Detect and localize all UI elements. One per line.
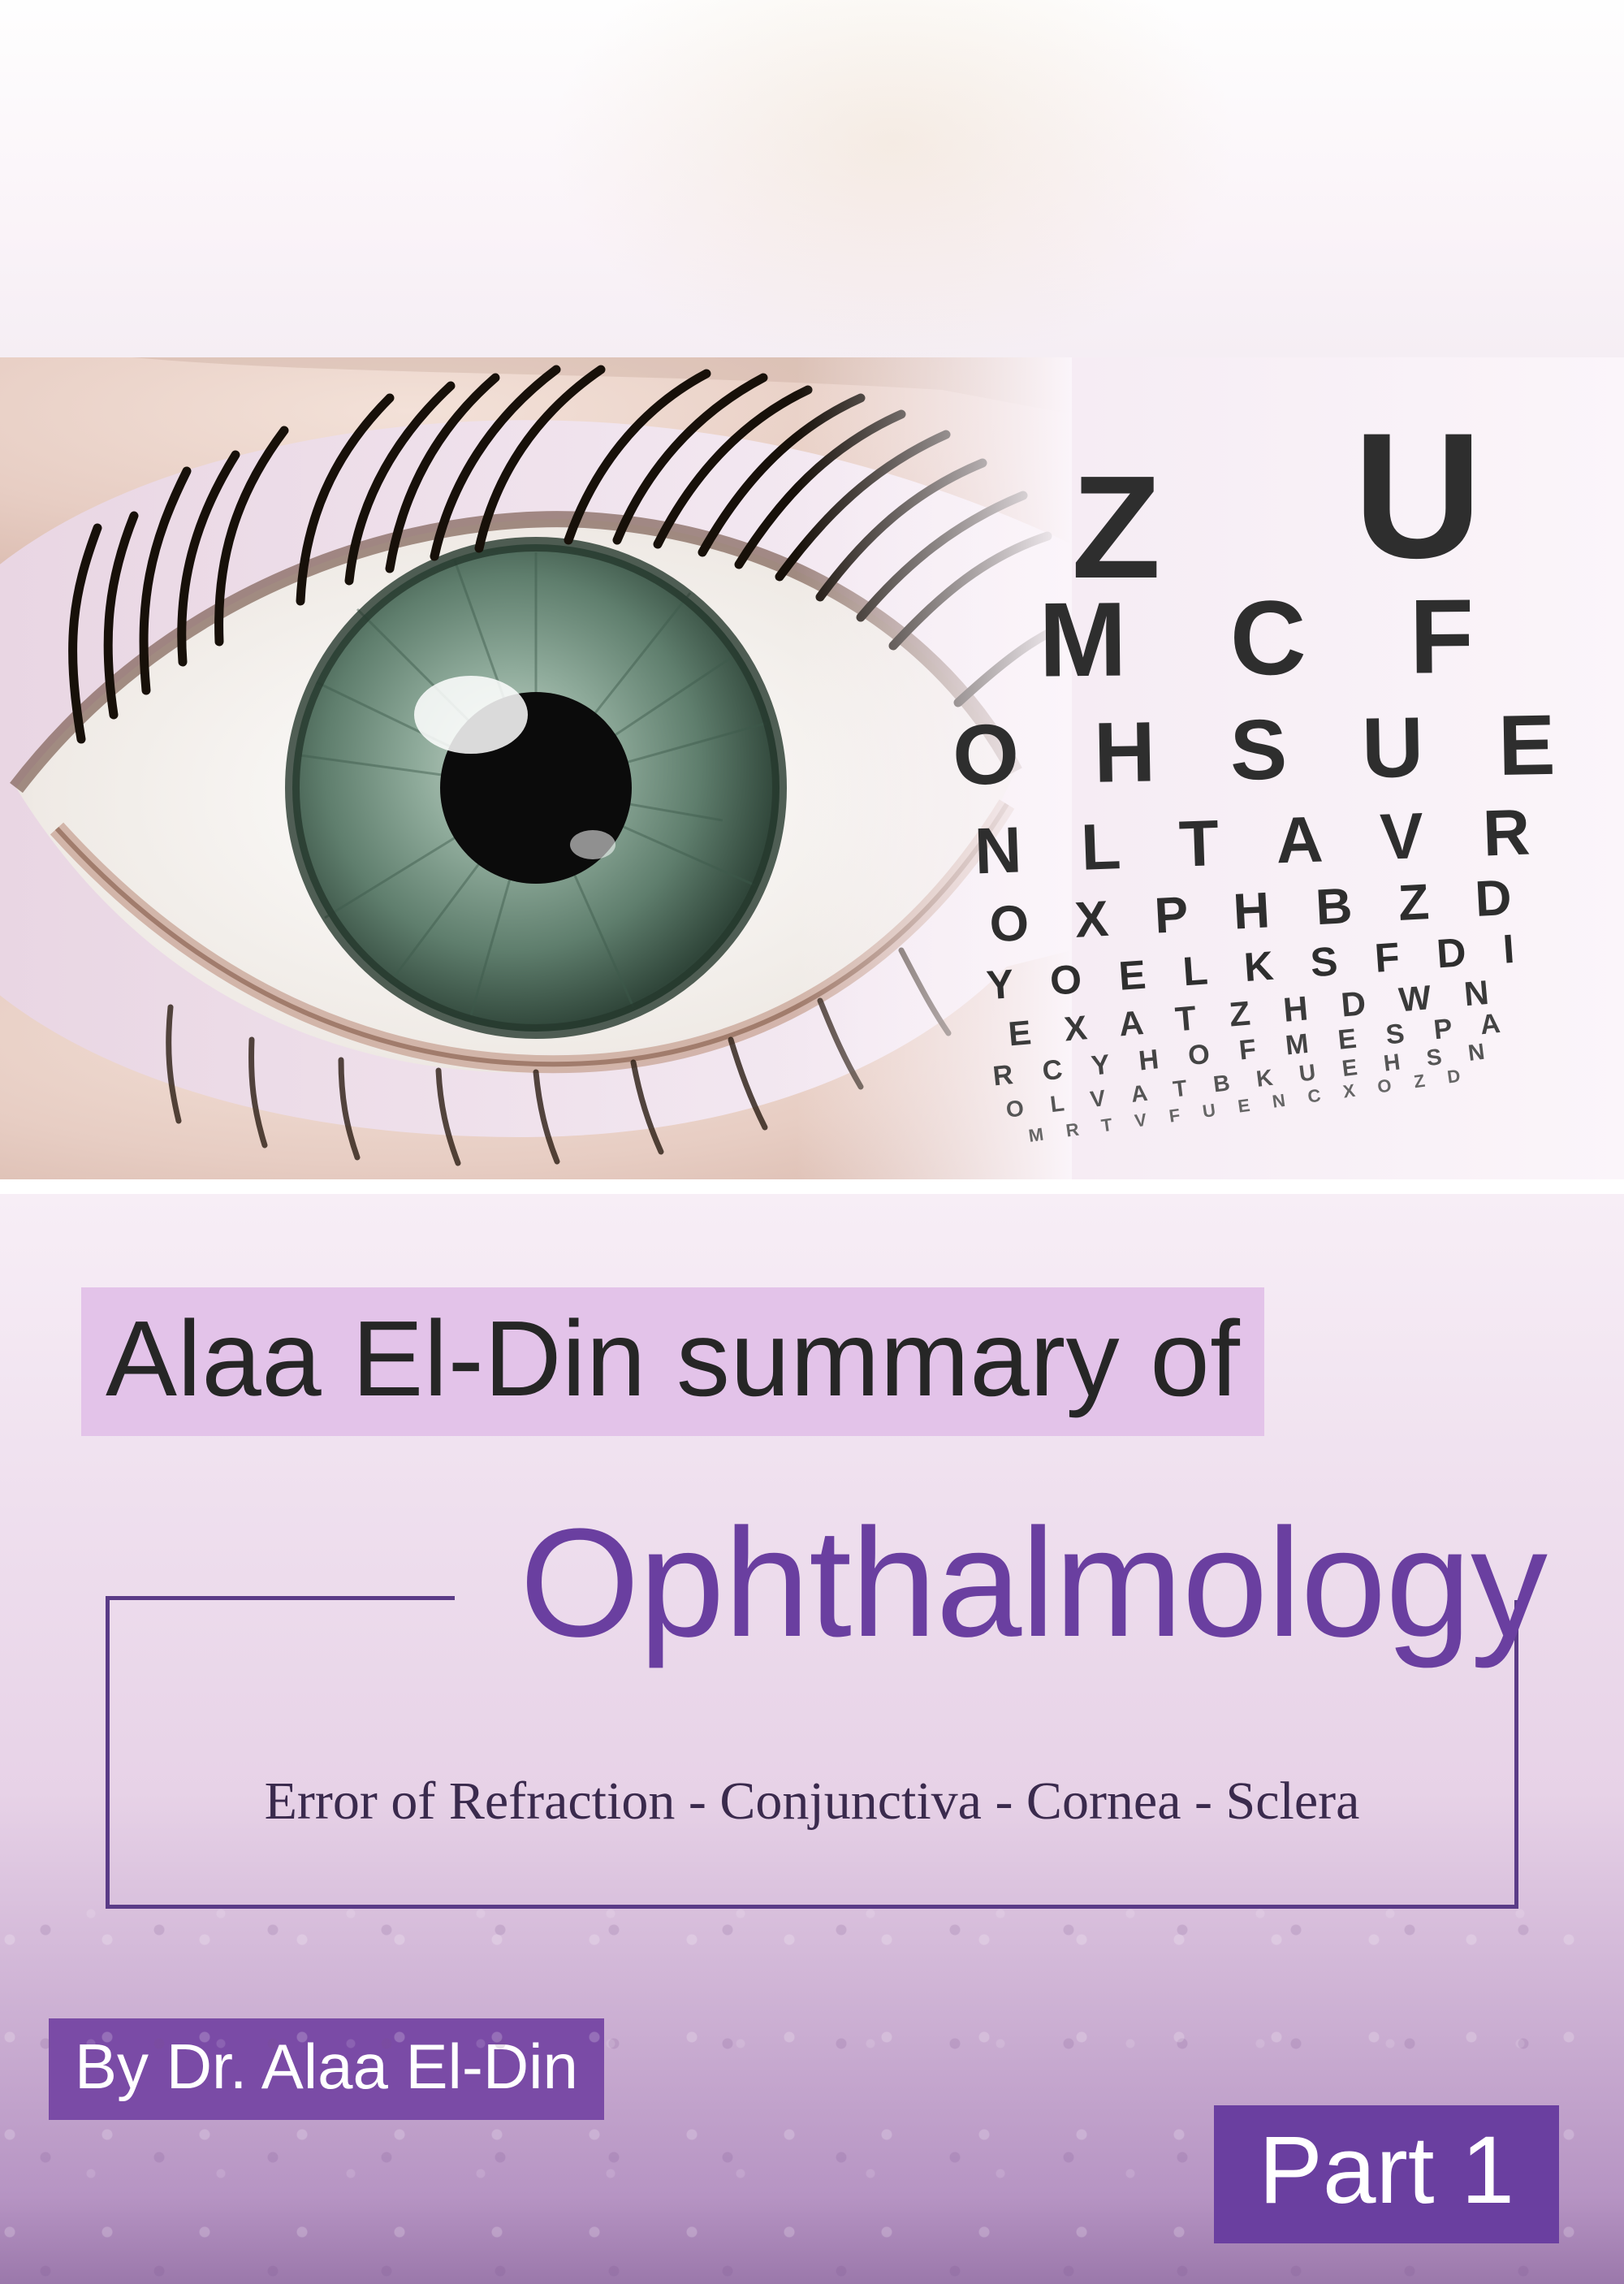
cover-image-band: Z U M C F O H S U E N L T A V R O X P H …	[0, 357, 1624, 1194]
series-title: Alaa El-Din summary of	[81, 1287, 1264, 1436]
cover-top-band	[0, 0, 1624, 357]
topics-list: Error of Refraction - Conjunctiva - Corn…	[0, 1771, 1624, 1832]
eye-illustration	[0, 357, 1072, 1194]
eye-chart: Z U M C F O H S U E N L T A V R O X P H …	[942, 406, 1543, 1118]
subject-title: Ophthalmology	[520, 1495, 1547, 1672]
part-badge: Part 1	[1214, 2105, 1559, 2243]
author-badge: By Dr. Alaa El-Din	[49, 2018, 604, 2120]
eye-chart-row: O H S U E	[965, 697, 1568, 805]
cover-lower-section: Alaa El-Din summary of Ophthalmology Err…	[0, 1194, 1624, 2284]
eye-chart-row: M C F	[974, 574, 1575, 701]
